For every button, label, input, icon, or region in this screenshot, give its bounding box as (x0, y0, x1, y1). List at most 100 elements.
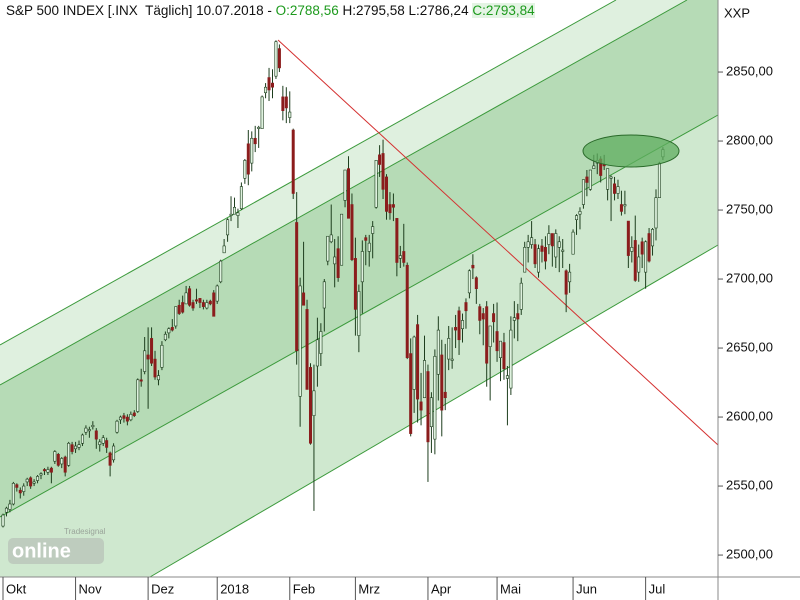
candle-body (253, 137, 257, 145)
candle-body (288, 111, 292, 118)
candle-body (385, 176, 389, 212)
candle-body (222, 245, 226, 254)
candle-body (616, 186, 620, 194)
candle-body (70, 444, 74, 452)
candle-body (374, 160, 378, 208)
candle-body (457, 310, 461, 341)
candle-body (160, 344, 164, 368)
candle-body (353, 258, 357, 310)
x-tick-label: Nov (79, 581, 103, 596)
candle-body (364, 237, 368, 241)
candle-body (333, 256, 337, 265)
candle-body (146, 354, 150, 360)
candle-body (402, 251, 406, 263)
candle-body (540, 245, 544, 252)
candle-body (588, 169, 592, 190)
candle-body (419, 401, 423, 411)
candle-body (322, 281, 326, 309)
candle-body (277, 48, 281, 69)
candle-body (329, 234, 333, 243)
candle-body (350, 204, 354, 261)
candle-body (215, 285, 219, 302)
candle-body (22, 485, 26, 492)
y-tick-label: 2850,00 (726, 63, 773, 78)
candle-body (1, 514, 5, 527)
candle-body (291, 129, 295, 194)
candle-body (378, 154, 382, 165)
x-tick-label: Mrz (358, 581, 380, 596)
candle-body (246, 143, 250, 175)
channel-line (0, 0, 617, 346)
candle-body (654, 197, 658, 229)
axis-label: XXP (724, 5, 750, 20)
candle-body (537, 248, 541, 273)
candle-body (239, 186, 243, 209)
candle-body (226, 219, 230, 236)
candle-body (39, 473, 43, 476)
candle-body (509, 329, 513, 389)
candle-body (80, 434, 84, 444)
candle-body (499, 340, 503, 359)
header-high-low: H:2795,58 L:2786,24 (338, 3, 473, 18)
candle-body (592, 165, 596, 169)
candle-body (623, 204, 627, 207)
candle-body (308, 367, 312, 444)
candle-body (105, 440, 109, 448)
candle-body (512, 317, 516, 321)
candle-body (315, 339, 319, 367)
candle-body (319, 331, 323, 354)
candle-body (647, 233, 651, 262)
candle-body (4, 507, 8, 513)
header-open: O:2788,56 (275, 3, 339, 18)
candle-body (495, 331, 499, 352)
candle-body (139, 379, 143, 382)
candle-body (250, 137, 254, 164)
candle-body (340, 213, 344, 266)
x-tick-label: Mai (500, 581, 521, 596)
candle-body (60, 458, 64, 465)
x-tick-label: Jul (649, 581, 666, 596)
candle-body (132, 412, 136, 416)
candle-body (118, 416, 122, 421)
candle-body (505, 375, 509, 379)
candle-body (136, 379, 140, 412)
candle-body (219, 260, 223, 283)
middle-channel-band (0, 0, 718, 517)
candle-body (606, 168, 610, 190)
watermark-brand: Tradesignal (64, 527, 106, 536)
candle-body (575, 215, 579, 221)
candle-body (25, 478, 29, 483)
candle-body (232, 206, 236, 215)
candle-body (633, 240, 637, 281)
candle-body (523, 247, 527, 273)
candle-body (212, 292, 216, 317)
candle-body (295, 222, 299, 352)
candle-body (571, 231, 575, 255)
candle-body (395, 218, 399, 263)
watermark-box (8, 538, 104, 564)
candle-body (467, 270, 471, 294)
candle-body (181, 302, 185, 313)
candle-body (267, 77, 271, 91)
candle-body (526, 241, 530, 248)
candle-body (264, 86, 268, 94)
candle-body (454, 327, 458, 331)
candle-body (153, 358, 157, 378)
candle-body (46, 469, 50, 473)
candle-body (464, 302, 468, 312)
candle-body (112, 445, 116, 461)
highlight-ellipse (582, 134, 680, 168)
candle-body (198, 298, 202, 303)
candle-body (108, 452, 112, 466)
header-name: S&P 500 INDEX [.INX Täglich] 10.07.2018 … (6, 3, 276, 18)
candle-body (94, 430, 98, 440)
candle-body (371, 226, 375, 234)
candle-body (188, 288, 192, 306)
candle-body (194, 299, 198, 302)
candle-body (360, 251, 364, 283)
y-tick-label: 2750,00 (726, 201, 773, 216)
x-tick-label: Jun (576, 581, 597, 596)
candle-body (67, 442, 71, 466)
